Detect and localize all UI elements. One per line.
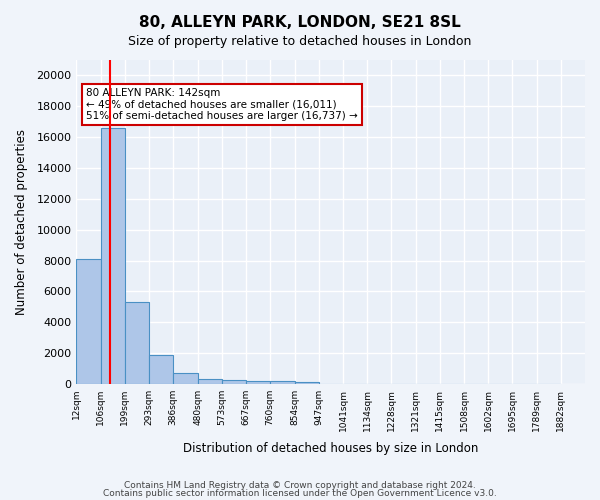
Bar [173, 373, 197, 384]
Text: Size of property relative to detached houses in London: Size of property relative to detached ho… [128, 35, 472, 48]
Text: Contains public sector information licensed under the Open Government Licence v3: Contains public sector information licen… [103, 488, 497, 498]
Bar [76, 259, 101, 384]
Bar [101, 128, 125, 384]
Bar [149, 356, 173, 384]
Bar [197, 379, 221, 384]
Bar [295, 382, 319, 384]
Bar [270, 381, 295, 384]
Bar [125, 302, 149, 384]
Text: 80 ALLEYN PARK: 142sqm
← 49% of detached houses are smaller (16,011)
51% of semi: 80 ALLEYN PARK: 142sqm ← 49% of detached… [86, 88, 358, 121]
Text: 80, ALLEYN PARK, LONDON, SE21 8SL: 80, ALLEYN PARK, LONDON, SE21 8SL [139, 15, 461, 30]
Bar [246, 381, 270, 384]
Bar [221, 380, 246, 384]
Text: Contains HM Land Registry data © Crown copyright and database right 2024.: Contains HM Land Registry data © Crown c… [124, 481, 476, 490]
X-axis label: Distribution of detached houses by size in London: Distribution of detached houses by size … [183, 442, 478, 455]
Y-axis label: Number of detached properties: Number of detached properties [15, 129, 28, 315]
